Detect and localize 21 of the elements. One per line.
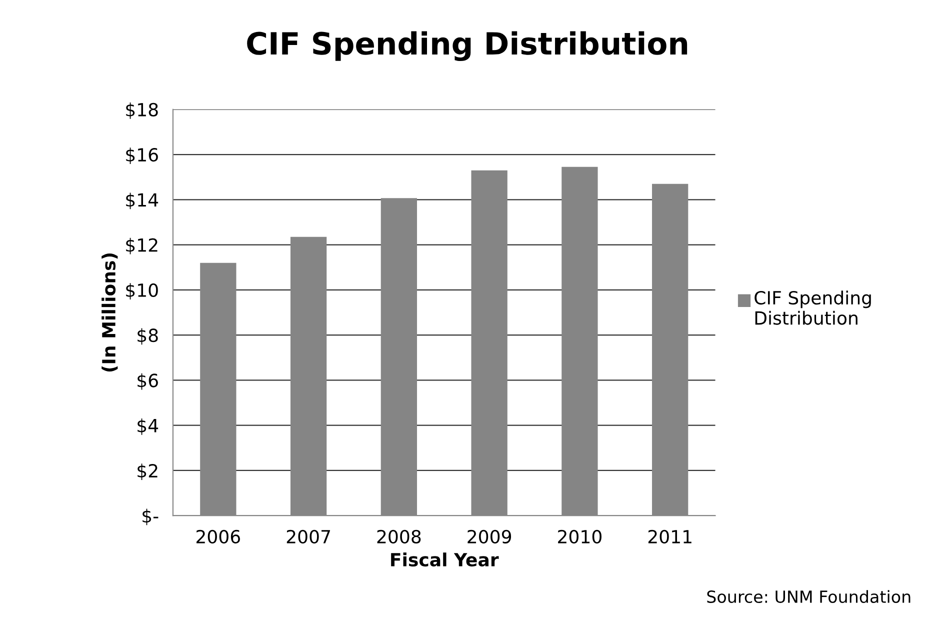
x-tick-label: 2011 — [648, 530, 692, 544]
x-tick-label: 2008 — [377, 530, 421, 544]
y-tick-label: $10 — [126, 283, 158, 300]
x-tick-label: 2010 — [558, 530, 602, 544]
y-tick-label: $6 — [138, 373, 158, 390]
x-tick-label: 2007 — [286, 530, 330, 544]
x-tick-label: 2006 — [196, 530, 240, 544]
y-tick-label: $16 — [126, 148, 158, 164]
chart-title: CIF Spending Distribution — [247, 31, 688, 62]
legend-label: CIF Spending Distribution — [754, 290, 871, 325]
y-tick-label: $18 — [126, 102, 158, 119]
y-tick-label: $14 — [126, 192, 158, 210]
y-tick-label: $12 — [126, 238, 158, 254]
y-axis-title: (In Millions) — [102, 254, 118, 372]
y-tick-label: $8 — [138, 328, 158, 345]
x-axis-title: Fiscal Year — [391, 552, 499, 567]
y-tick-label: $4 — [138, 418, 158, 435]
y-tick-label: $2 — [138, 464, 158, 480]
x-tick-label: 2009 — [468, 530, 512, 544]
source-note: Source: UNM Foundation — [707, 590, 910, 604]
y-tick-label: $- — [142, 508, 158, 526]
